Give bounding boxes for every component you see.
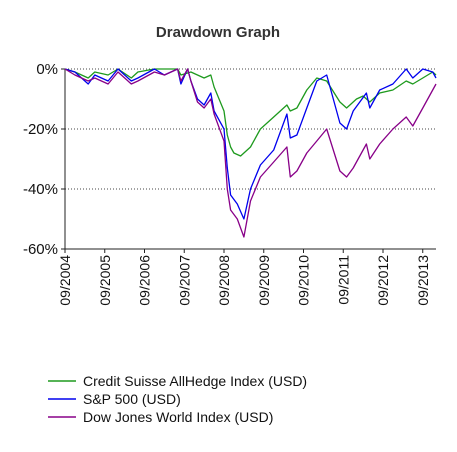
y-tick-label: -60% xyxy=(23,241,58,258)
series-line-0 xyxy=(64,68,437,157)
y-tick-label: -40% xyxy=(23,181,58,198)
grid-lines xyxy=(65,68,436,190)
x-tick-label: 09/2011 xyxy=(335,255,351,305)
x-tick-label: 09/2007 xyxy=(176,255,192,306)
series-line-1 xyxy=(64,68,437,220)
legend-label: Credit Suisse AllHedge Index (USD) xyxy=(83,373,307,389)
y-tick-label: -20% xyxy=(23,121,58,138)
x-tick-label: 09/2009 xyxy=(256,255,272,306)
x-tick-label: 09/2013 xyxy=(415,255,431,306)
legend-label: S&P 500 (USD) xyxy=(83,391,181,407)
y-tick-labels: 0% -20% -40% -60% xyxy=(23,61,58,258)
legend-label: Dow Jones World Index (USD) xyxy=(83,409,273,425)
x-tick-labels: 09/2004 09/2005 09/2006 09/2007 09/2008 09/20… xyxy=(57,255,431,306)
chart-title: Drawdown Graph xyxy=(156,24,280,41)
y-tick-label: 0% xyxy=(36,61,58,78)
x-tick-label: 09/2008 xyxy=(216,255,232,306)
axes xyxy=(61,68,436,253)
x-tick-label: 09/2006 xyxy=(137,255,153,306)
legend: Credit Suisse AllHedge Index (USD) S&P 50… xyxy=(48,373,307,425)
x-tick-label: 09/2010 xyxy=(296,255,312,306)
x-tick-label: 09/2004 xyxy=(57,255,73,306)
x-tick-label: 09/2012 xyxy=(375,255,391,306)
series-line-2 xyxy=(64,68,437,238)
x-tick-label: 09/2005 xyxy=(97,255,113,306)
series-lines xyxy=(64,68,437,238)
